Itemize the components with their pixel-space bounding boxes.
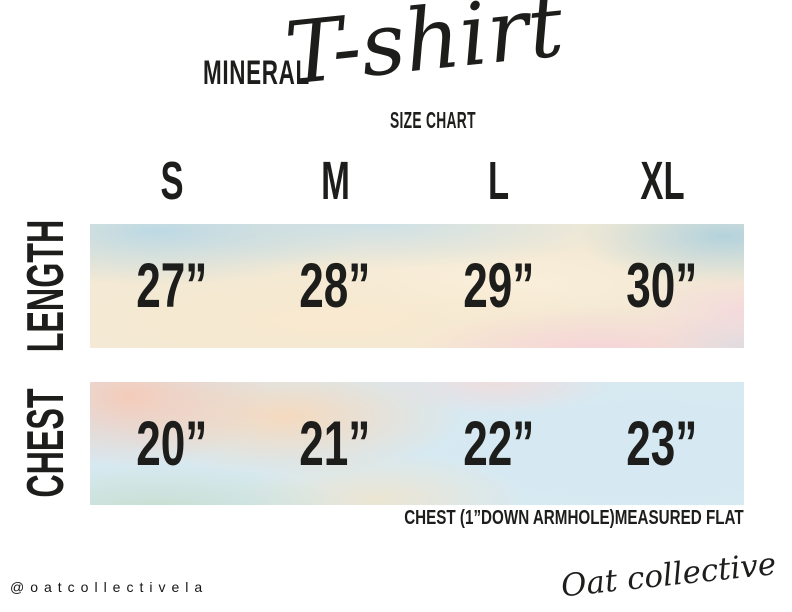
size-chart-subtitle: SIZE CHART: [390, 107, 476, 133]
chest-row-band: 20” 21” 22” 23”: [90, 382, 744, 505]
size-header-m: M: [320, 151, 350, 211]
measurement-footnote: CHEST (1”DOWN ARMHOLE)MEASURED FLAT: [404, 507, 744, 529]
size-column-headers: S M L XL: [90, 150, 744, 211]
row-label-length: LENGTH: [17, 219, 75, 353]
brand-name: MINERAL: [203, 54, 310, 92]
chest-value-xl: 23”: [626, 408, 698, 479]
chest-value-s: 20”: [136, 408, 208, 479]
product-script-title: T-shirt: [280, 0, 568, 105]
brand-signature: Oat collective: [559, 546, 778, 605]
length-value-m: 28”: [299, 251, 371, 321]
length-row-band: 27” 28” 29” 30”: [90, 224, 744, 348]
length-value-l: 29”: [463, 251, 535, 321]
row-label-chest: CHEST: [17, 388, 75, 498]
size-header-s: S: [160, 151, 184, 211]
chest-value-m: 21”: [299, 408, 371, 479]
length-value-s: 27”: [136, 251, 208, 321]
length-value-xl: 30”: [626, 251, 698, 321]
chest-value-l: 22”: [463, 408, 535, 479]
instagram-handle: @oatcollectivela: [10, 579, 209, 595]
size-header-xl: XL: [640, 151, 685, 211]
size-header-l: L: [488, 151, 510, 211]
